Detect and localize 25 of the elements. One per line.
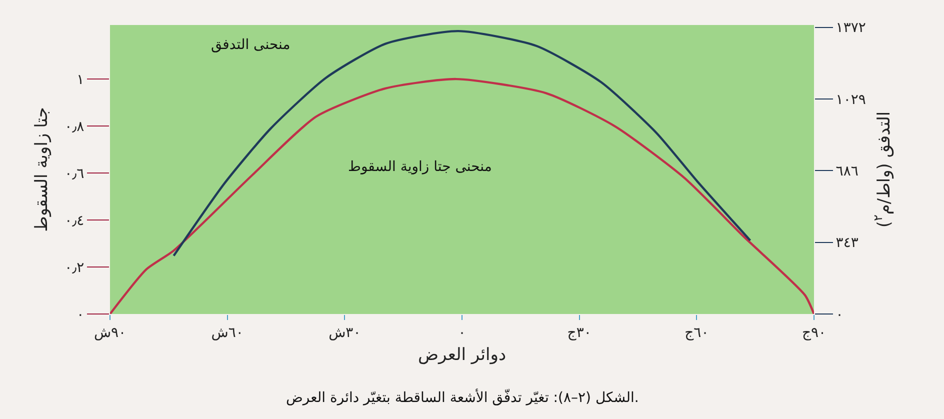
line-series — [172, 30, 752, 257]
y-tick-label: ٠٫٦ — [64, 166, 84, 182]
x-tick-label: ٦٠ج — [684, 324, 709, 341]
x-tick-label: ٠ — [458, 324, 466, 341]
x-tick-label: ٦٠ش — [211, 324, 244, 341]
text: الشكل (٢–٨): تغيّر تدفّق الأشعة الساقطة بتغيّر دائرة العرض. — [286, 388, 639, 406]
x-axis-title: دوائر العرض — [418, 345, 506, 366]
annotation: منحنى جتا زاوية السقوط — [348, 159, 492, 175]
y-tick-label: ١ — [76, 72, 84, 88]
y2-tick-label: ١٣٧٢ — [836, 20, 866, 36]
y-tick-label: ٠٫٨ — [64, 118, 85, 135]
y-tick-label: ٠٫٤ — [64, 212, 84, 229]
y2-tick-label: ٦٨٦ — [836, 164, 858, 180]
y2-tick-label: ١٠٢٩ — [836, 92, 866, 108]
x-tick-label: ٩٠ش — [94, 324, 126, 341]
y-axis-title: جتا زاوية السقوط — [32, 107, 52, 232]
annotation: منحنى التدفق — [211, 37, 290, 53]
x-tick-label: ٣٠ج — [567, 324, 592, 341]
y-tick-label: ٠٫٢ — [64, 260, 84, 276]
line-series — [110, 78, 814, 314]
y2-tick-label: ٣٤٣ — [836, 235, 859, 252]
x-tick-label: ٣٠ش — [328, 324, 361, 341]
y-tick-label: ٠ — [76, 306, 84, 323]
x-tick-label: ٩٠ج — [802, 324, 826, 341]
y2-tick-label: ٠ — [836, 306, 844, 323]
